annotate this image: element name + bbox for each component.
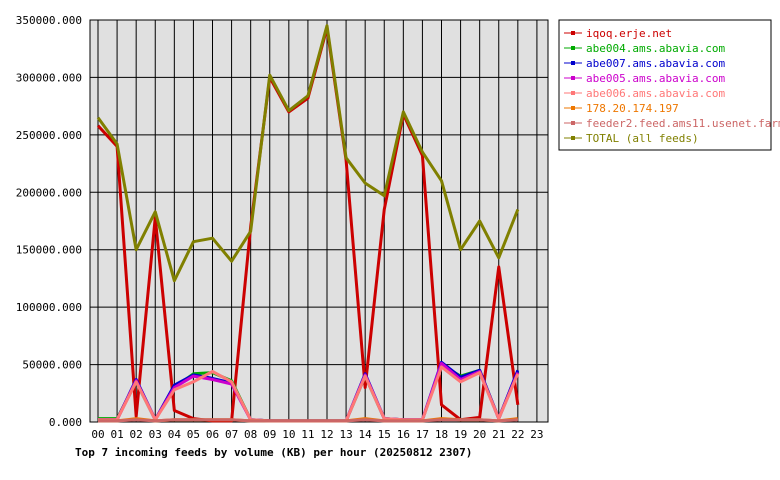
y-tick-label: 100000.000 <box>16 301 82 314</box>
x-tick-label: 15 <box>378 428 391 441</box>
legend-marker <box>571 61 575 65</box>
x-tick-label: 23 <box>530 428 543 441</box>
x-tick-label: 00 <box>91 428 104 441</box>
x-tick-label: 19 <box>454 428 467 441</box>
series-line-0 <box>96 26 520 423</box>
x-tick-label: 11 <box>301 428 314 441</box>
x-tick-label: 13 <box>339 428 352 441</box>
legend-marker <box>571 31 575 35</box>
x-axis-ticks: 00 01 02 03 04 05 06 07 08 09 10 11 12 13 14 15 16 17 18 19… <box>91 428 543 441</box>
x-tick-label: 08 <box>244 428 257 441</box>
x-tick-label: 10 <box>282 428 295 441</box>
legend: iqoq.erje.net abe004.ams.abavia.com abe007… <box>558 19 780 151</box>
x-tick-label: 02 <box>130 428 143 441</box>
y-tick-label: 150000.000 <box>16 244 82 257</box>
legend-label: iqoq.erje.net <box>586 27 672 40</box>
x-tick-label: 20 <box>473 428 486 441</box>
legend-label: abe004.ams.abavia.com <box>586 42 725 55</box>
x-tick-label: 21 <box>492 428 505 441</box>
y-tick-label: 250000.000 <box>16 129 82 142</box>
series-line-7 <box>96 24 520 283</box>
x-tick-label: 09 <box>263 428 276 441</box>
y-tick-label: 300000.000 <box>16 71 82 84</box>
legend-label: abe006.ams.abavia.com <box>586 87 725 100</box>
legend-marker <box>571 76 575 80</box>
series-lines <box>96 24 520 423</box>
legend-marker <box>571 91 575 95</box>
legend-label: abe005.ams.abavia.com <box>586 72 725 85</box>
y-tick-label: 0.000 <box>49 416 82 429</box>
legend-box <box>558 19 772 151</box>
x-tick-label: 22 <box>511 428 524 441</box>
legend-label: TOTAL (all feeds) <box>586 132 699 145</box>
x-tick-label: 03 <box>149 428 162 441</box>
legend-marker <box>571 136 575 140</box>
chart-title: Top 7 incoming feeds by volume (KB) per … <box>75 446 472 459</box>
x-tick-label: 18 <box>435 428 448 441</box>
x-tick-label: 06 <box>206 428 219 441</box>
y-tick-label: 200000.000 <box>16 186 82 199</box>
legend-marker <box>571 46 575 50</box>
x-tick-label: 01 <box>110 428 123 441</box>
legend-label: 178.20.174.197 <box>586 102 679 115</box>
x-tick-label: 12 <box>320 428 333 441</box>
plot-area <box>89 19 549 423</box>
x-tick-label: 05 <box>187 428 200 441</box>
y-tick-label: 50000.000 <box>22 359 82 372</box>
x-tick-label: 07 <box>225 428 238 441</box>
y-tick-label: 350000.000 <box>16 14 82 27</box>
series-line-6 <box>98 418 518 423</box>
x-tick-label: 04 <box>168 428 182 441</box>
legend-items: iqoq.erje.net abe004.ams.abavia.com abe007… <box>564 27 780 145</box>
x-tick-label: 14 <box>359 428 373 441</box>
x-tick-label: 17 <box>416 428 429 441</box>
legend-label: feeder2.feed.ams11.usenet.farm <box>586 117 780 130</box>
legend-marker <box>571 106 575 110</box>
y-axis-ticks: 0.000 50000.000 100000.000 150000.000 200000… <box>16 14 82 429</box>
legend-marker <box>571 121 575 125</box>
x-tick-label: 16 <box>397 428 410 441</box>
legend-label: abe007.ams.abavia.com <box>586 57 725 70</box>
